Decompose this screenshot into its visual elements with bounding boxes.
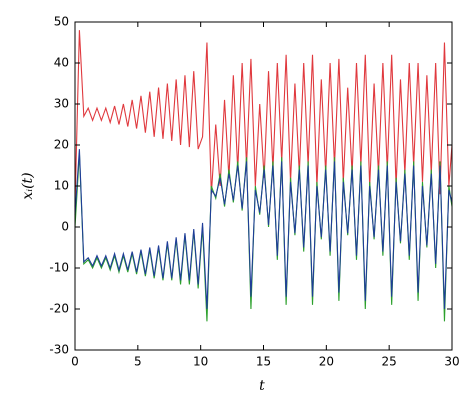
data-line [74,30,453,207]
y-tick-label: 30 [54,97,69,111]
x-tick-label: 30 [444,355,459,369]
y-tick-label: 50 [54,15,69,29]
y-tick-label: -20 [49,302,69,316]
x-tick-label: 25 [382,355,397,369]
y-tick-label: -30 [49,343,69,357]
x-axis-label: t [259,378,265,394]
x-tick-label: 5 [134,355,142,369]
y-tick-label: -10 [49,261,69,275]
y-tick-label: 40 [54,56,69,70]
x-tick-label: 20 [319,355,334,369]
data-line [74,149,453,310]
y-tick-label: 20 [54,138,69,152]
y-tick-label: 0 [61,220,69,234]
y-axis-label: xᵢ(t) [20,172,36,199]
x-tick-label: 0 [71,355,79,369]
y-tick-label: 10 [54,179,69,193]
x-tick-label: 15 [256,355,271,369]
x-tick-label: 10 [193,355,208,369]
